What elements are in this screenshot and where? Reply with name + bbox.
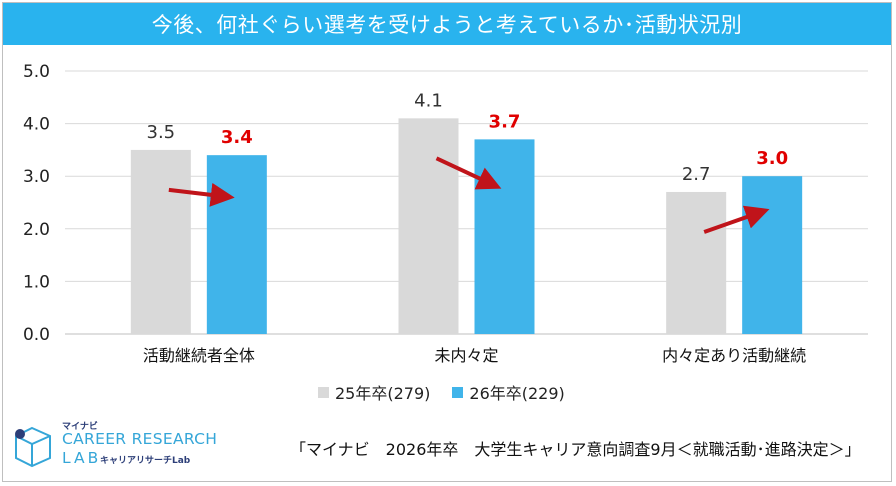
bar-s0-c1 <box>398 118 459 334</box>
category-label-1: 未内々定 <box>434 346 498 365</box>
bar-s0-c0 <box>130 149 191 334</box>
legend-swatch-26 <box>452 386 464 398</box>
trend-arrow-1 <box>435 156 502 190</box>
bar-s0-c2 <box>666 191 727 334</box>
bar-s1-c1 <box>474 139 535 334</box>
y-tick-label-2: 2.0 <box>23 220 50 240</box>
logo-brand-small: マイナビ <box>62 422 98 432</box>
y-tick-label-4: 4.0 <box>23 115 50 135</box>
legend-swatch-25 <box>318 386 329 398</box>
y-tick-label-1: 1.0 <box>23 272 50 292</box>
legend-item-25: 25年卒(279) <box>318 380 430 404</box>
source-note: 「マイナビ 2026年卒 大学生キャリア意向調査9月＜就職活動･進路決定＞」 <box>290 440 861 459</box>
chart-title: 今後、何社ぐらい選考を受けようと考えているか･活動状況別 <box>3 3 891 45</box>
data-label-s1-c0: 3.4 <box>221 127 253 148</box>
bar-s1-c0 <box>206 155 267 334</box>
legend-label-25: 25年卒(279) <box>335 384 431 403</box>
data-label-s1-c1: 3.7 <box>489 111 521 132</box>
logo-career-research: CAREER RESEARCH <box>62 430 218 448</box>
legend-item-26: 26年卒(229) <box>452 380 565 404</box>
data-label-s1-c2: 3.0 <box>756 148 788 169</box>
category-label-0: 活動継続者全体 <box>143 346 255 365</box>
data-label-s0-c0: 3.5 <box>147 122 176 143</box>
career-research-lab-logo-icon <box>15 426 51 468</box>
y-tick-label-3: 3.0 <box>23 167 50 187</box>
data-label-s0-c1: 4.1 <box>414 90 443 111</box>
logo-subtitle: キャリアリサーチLab <box>100 456 191 466</box>
logo-lab: LAB <box>62 449 102 467</box>
y-tick-label-5: 5.0 <box>23 62 50 82</box>
bar-s1-c2 <box>742 176 803 334</box>
legend: 25年卒(279) 26年卒(229) <box>318 380 587 404</box>
data-label-s0-c2: 2.7 <box>682 164 711 185</box>
category-label-2: 内々定あり活動継続 <box>662 346 806 365</box>
legend-label-26: 26年卒(229) <box>469 384 565 403</box>
y-tick-label-0: 0.0 <box>23 325 50 345</box>
trend-arrow-0 <box>168 182 235 207</box>
trend-arrow-2 <box>703 205 770 234</box>
